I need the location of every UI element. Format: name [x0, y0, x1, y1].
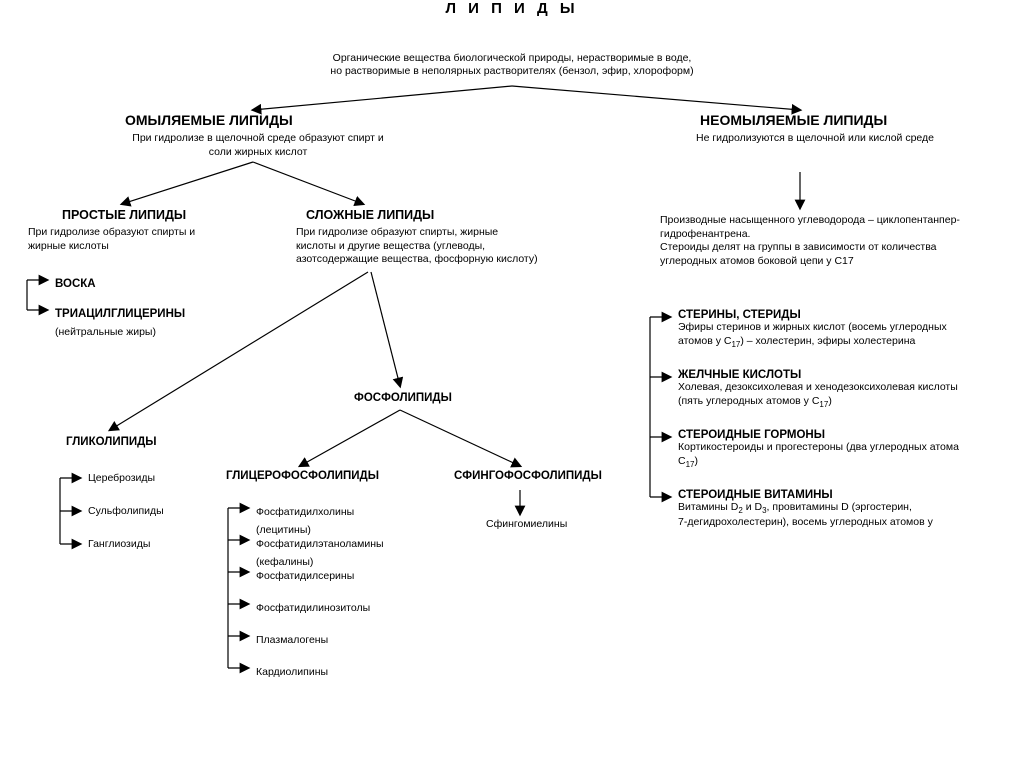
item-label: Фосфатидилэтаноламины	[256, 538, 384, 550]
glycerophospho-item: Кардиолипины	[256, 662, 328, 680]
nonsaponifiable-title: НЕОМЫЛЯЕМЫЕ ЛИПИДЫ	[700, 112, 887, 128]
glycerophospho-item: Фосфатидилэтаноламины(кефалины)	[256, 534, 384, 570]
item-label: Фосфатидилсерины	[256, 570, 354, 582]
glycerophospho-item: Фосфатидилхолины(лецитины)	[256, 502, 354, 538]
glycolipid-item: Сульфолипиды	[88, 505, 164, 519]
glycolipids-title: ГЛИКОЛИПИДЫ	[66, 436, 157, 448]
complex-title: СЛОЖНЫЕ ЛИПИДЫ	[306, 208, 434, 222]
item-sub: Кортикостероиды и прогестероны (два угле…	[678, 441, 1018, 470]
item-label: ТРИАЦИЛГЛИЦЕРИНЫ	[55, 308, 185, 320]
item-label: Плазмалогены	[256, 634, 328, 646]
sphingo-title: СФИНГОФОСФОЛИПИДЫ	[454, 470, 602, 482]
complex-desc: При гидролизе образуют спирты, жирные ки…	[296, 226, 556, 267]
saponifiable-desc: При гидролизе в щелочной среде образуют …	[118, 132, 398, 159]
nonsaponifiable-deriv: Производные насыщенного углеводорода – ц…	[660, 214, 1020, 269]
item-sub: Витамины D2 и D3, провитамины D (эргосте…	[678, 501, 1018, 530]
simple-item: ВОСКА	[55, 274, 96, 292]
item-label: СТЕРОИДНЫЕ ВИТАМИНЫ	[678, 489, 1018, 501]
glycerophospho-item: Фосфатидилсерины	[256, 566, 354, 584]
item-sub: (нейтральные жиры)	[55, 326, 156, 338]
item-label: СТЕРИНЫ, СТЕРИДЫ	[678, 309, 1018, 321]
item-sub: Эфиры стеринов и жирных кислот (восемь у…	[678, 321, 1018, 350]
steroid-class-item: СТЕРОИДНЫЕ ГОРМОНЫКортикостероиды и прог…	[678, 429, 1018, 470]
item-sub: Холевая, дезоксихолевая и хенодезоксихол…	[678, 381, 1018, 410]
item-label: Фосфатидилхолины	[256, 506, 354, 518]
saponifiable-title: ОМЫЛЯЕМЫЕ ЛИПИДЫ	[125, 112, 293, 128]
glycerophospho-title: ГЛИЦЕРОФОСФОЛИПИДЫ	[226, 470, 379, 482]
glycolipid-item: Ганглиозиды	[88, 538, 150, 552]
item-label: Кардиолипины	[256, 666, 328, 678]
simple-desc: При гидролизе образуют спирты и жирные к…	[28, 226, 228, 253]
item-label: ЖЕЛЧНЫЕ КИСЛОТЫ	[678, 369, 1018, 381]
root-subtitle: Органические вещества биологической прир…	[0, 52, 1024, 78]
root-title: Л И П И Д Ы	[0, 0, 1024, 17]
item-label: ВОСКА	[55, 278, 96, 290]
phospholipids-title: ФОСФОЛИПИДЫ	[354, 392, 452, 404]
steroid-class-item: ЖЕЛЧНЫЕ КИСЛОТЫХолевая, дезоксихолевая и…	[678, 369, 1018, 410]
item-label: СТЕРОИДНЫЕ ГОРМОНЫ	[678, 429, 1018, 441]
item-label: Фосфатидилинозитолы	[256, 602, 370, 614]
steroid-class-item: СТЕРОИДНЫЕ ВИТАМИНЫВитамины D2 и D3, про…	[678, 489, 1018, 530]
glycolipid-item: Цереброзиды	[88, 472, 155, 486]
diagram-canvas: Л И П И Д Ы Органические вещества биолог…	[0, 0, 1024, 767]
nonsaponifiable-desc: Не гидролизуются в щелочной или кислой с…	[670, 132, 960, 146]
simple-item: ТРИАЦИЛГЛИЦЕРИНЫ (нейтральные жиры)	[55, 304, 185, 340]
steroid-class-item: СТЕРИНЫ, СТЕРИДЫЭфиры стеринов и жирных …	[678, 309, 1018, 350]
simple-title: ПРОСТЫЕ ЛИПИДЫ	[62, 208, 186, 222]
glycerophospho-item: Плазмалогены	[256, 630, 328, 648]
sphingo-item: Сфингомиелины	[486, 518, 567, 532]
glycerophospho-item: Фосфатидилинозитолы	[256, 598, 370, 616]
